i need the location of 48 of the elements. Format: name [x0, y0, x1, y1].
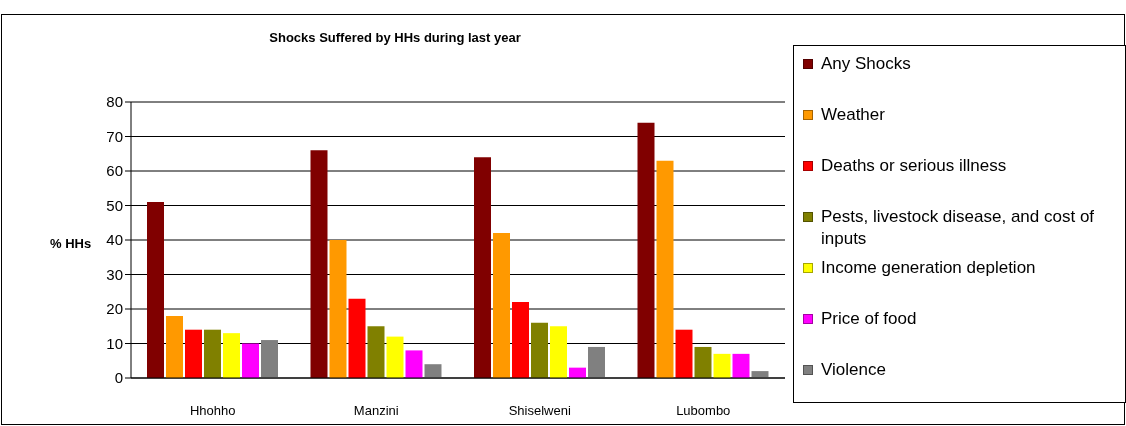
bar	[386, 336, 404, 378]
x-tick-label: Hhohho	[189, 403, 236, 419]
y-tick-label: 60	[106, 162, 123, 180]
bar	[713, 353, 731, 378]
bar	[204, 329, 221, 378]
bar	[147, 202, 164, 378]
bar	[329, 240, 347, 378]
bar	[732, 353, 750, 378]
legend-label: Weather	[821, 104, 886, 126]
bar	[493, 233, 510, 378]
legend-label: Any Shocks	[821, 53, 912, 75]
bar	[166, 315, 183, 378]
x-tick-label: Manzini	[353, 403, 399, 419]
bar	[694, 346, 712, 378]
bar	[474, 157, 491, 378]
bar	[588, 346, 605, 378]
y-tick-label: 50	[106, 196, 123, 214]
bar	[367, 326, 385, 378]
legend-label: Deaths or serious illness	[821, 155, 1008, 177]
y-tick-label: 0	[114, 369, 123, 387]
bar	[348, 298, 366, 378]
bar	[242, 343, 259, 378]
bar	[424, 364, 442, 378]
legend-label: Pests, livestock disease, and cost of inputs	[821, 206, 1096, 250]
bar	[405, 350, 423, 378]
y-tick-label: 20	[106, 300, 123, 318]
y-tick-label: 30	[106, 265, 123, 283]
bar	[185, 329, 202, 378]
bar	[223, 333, 240, 378]
y-tick-label: 70	[106, 127, 123, 145]
y-tick-label: 10	[106, 334, 123, 352]
bar	[637, 122, 655, 378]
bar	[512, 302, 529, 378]
x-tick-label: Lubombo	[676, 403, 731, 419]
chart-title: Shocks Suffered by HHs during last year	[268, 30, 522, 45]
x-tick-label: Shiselweni	[508, 403, 571, 419]
y-axis-title: % HHs	[50, 236, 92, 251]
bar	[550, 326, 567, 378]
y-tick-label: 80	[106, 93, 123, 111]
legend-label: Violence	[821, 359, 887, 381]
bar	[675, 329, 693, 378]
bar	[261, 340, 278, 378]
bar	[656, 160, 674, 378]
y-tick-label: 40	[106, 231, 123, 249]
legend-label: Price of food	[821, 308, 918, 330]
bar	[310, 150, 328, 378]
legend-label: Income generation depletion	[821, 257, 1037, 279]
bar	[531, 322, 548, 378]
